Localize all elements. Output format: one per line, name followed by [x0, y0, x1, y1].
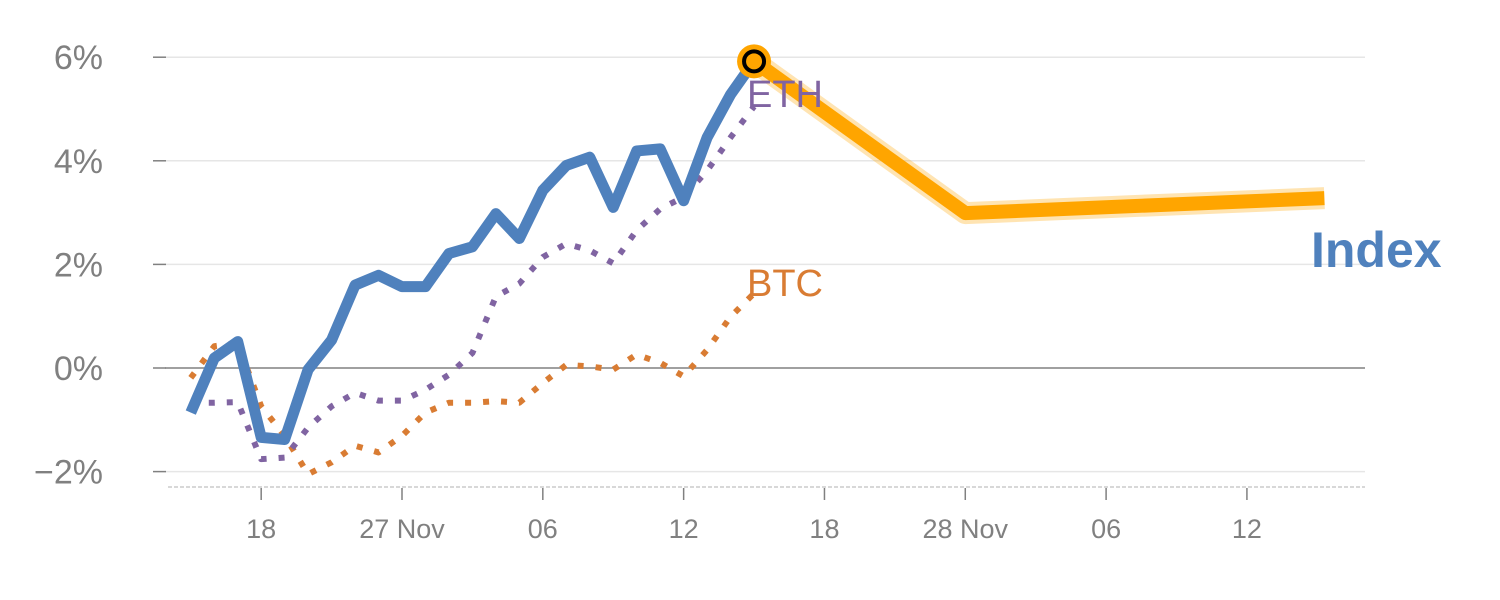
x-tick-label: 06 — [528, 514, 558, 544]
y-tick-label: 0% — [54, 350, 103, 388]
forecast-line — [749, 55, 1325, 221]
x-tick-label: 18 — [246, 514, 276, 544]
series-line-index — [185, 58, 759, 445]
y-tick-label: 2% — [54, 246, 103, 284]
forecast-glow — [747, 52, 1325, 225]
series-label-eth: ETH — [747, 74, 823, 116]
x-tick-label: 06 — [1091, 514, 1121, 544]
series-label-index: Index — [1311, 222, 1442, 278]
y-tick-label: −2% — [34, 454, 103, 492]
y-tick-label: 6% — [54, 39, 103, 77]
series-line-btc — [188, 291, 757, 478]
series-label-btc: BTC — [747, 263, 823, 305]
x-tick-label: 12 — [1232, 514, 1262, 544]
x-tick-label: 18 — [809, 514, 839, 544]
x-tick-label: 27 Nov — [359, 514, 445, 544]
x-tick-label: 12 — [669, 514, 699, 544]
y-tick-label: 4% — [54, 143, 103, 181]
current-value-marker — [742, 49, 767, 74]
x-tick-label: 28 Nov — [922, 514, 1008, 544]
